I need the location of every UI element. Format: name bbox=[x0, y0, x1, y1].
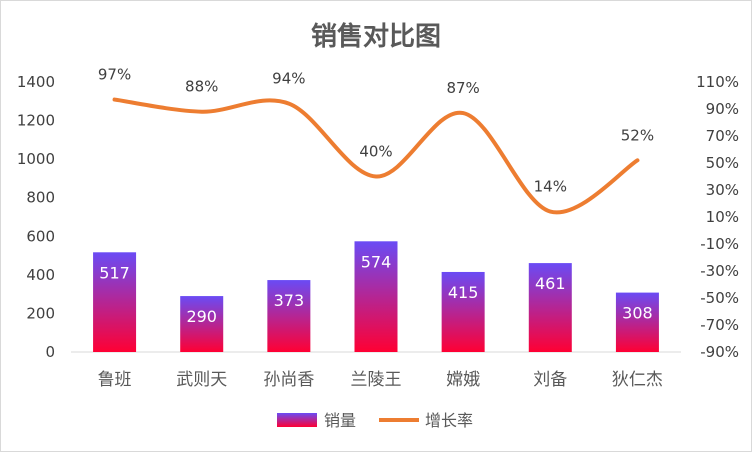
bar-data-label: 373 bbox=[274, 291, 305, 310]
right-axis-tick: 50% bbox=[706, 154, 739, 172]
bar-data-label: 574 bbox=[361, 252, 392, 271]
left-axis-tick: 400 bbox=[26, 266, 55, 284]
growth-data-label: 88% bbox=[185, 78, 218, 96]
growth-data-label: 94% bbox=[272, 70, 305, 88]
bar-data-label: 308 bbox=[622, 304, 653, 323]
chart-title: 销售对比图 bbox=[311, 21, 441, 52]
right-axis-tick: -90% bbox=[700, 343, 739, 361]
bar bbox=[441, 271, 485, 352]
bar bbox=[528, 263, 572, 352]
bar bbox=[354, 241, 398, 352]
bar-data-labels: 517 290 373 574 415 461 308 bbox=[99, 252, 652, 326]
bar-data-label: 517 bbox=[99, 263, 130, 282]
bar-data-label: 290 bbox=[186, 307, 217, 326]
left-axis-tick: 200 bbox=[26, 304, 55, 322]
category-axis-labels: 鲁班 武则天 孙尚香 兰陵王 嫦娥 刘备 狄仁杰 bbox=[98, 370, 663, 390]
bar-data-label: 415 bbox=[448, 283, 479, 302]
bar-data-label: 461 bbox=[535, 274, 566, 293]
growth-data-label: 97% bbox=[98, 66, 131, 84]
legend-label-growth: 增长率 bbox=[425, 411, 473, 430]
bar bbox=[93, 252, 137, 352]
category-label: 嫦娥 bbox=[446, 370, 480, 390]
left-axis-tick: 600 bbox=[26, 227, 55, 245]
right-axis-tick: 110% bbox=[696, 73, 739, 91]
category-label: 狄仁杰 bbox=[612, 370, 663, 390]
left-axis-tick: 1000 bbox=[17, 150, 55, 168]
right-axis-tick: -10% bbox=[700, 235, 739, 253]
right-axis-tick: 30% bbox=[706, 181, 739, 199]
right-axis-tick: 90% bbox=[706, 100, 739, 118]
legend: 销量 增长率 bbox=[277, 411, 473, 430]
left-axis-tick: 800 bbox=[26, 189, 55, 207]
bar bbox=[615, 292, 659, 352]
category-label: 鲁班 bbox=[98, 370, 132, 390]
left-axis-tick: 1400 bbox=[17, 73, 55, 91]
left-axis-tick: 0 bbox=[45, 343, 55, 361]
category-label: 刘备 bbox=[533, 370, 567, 390]
left-axis: 0 200 400 600 800 1000 1200 1400 bbox=[17, 73, 55, 361]
left-axis-tick: 1200 bbox=[17, 112, 55, 130]
right-axis: -90% -70% -50% -30% -10% 10% 30% 50% 70% 90% 110% bbox=[696, 73, 739, 361]
growth-data-label: 87% bbox=[446, 79, 479, 97]
bar-series bbox=[93, 241, 659, 352]
legend-swatch-sales bbox=[277, 413, 317, 427]
growth-rate-line bbox=[112, 97, 640, 215]
right-axis-tick: -70% bbox=[700, 316, 739, 334]
right-axis-tick: -30% bbox=[700, 262, 739, 280]
category-label: 武则天 bbox=[176, 370, 227, 390]
bar bbox=[267, 280, 311, 352]
growth-data-label: 14% bbox=[534, 178, 567, 196]
legend-label-sales: 销量 bbox=[324, 411, 356, 430]
category-label: 兰陵王 bbox=[351, 370, 402, 390]
growth-data-labels: 97% 88% 94% 40% 87% 14% 52% bbox=[98, 66, 654, 196]
right-axis-tick: 70% bbox=[706, 127, 739, 145]
bar bbox=[180, 296, 224, 352]
right-axis-tick: 10% bbox=[706, 208, 739, 226]
growth-data-label: 52% bbox=[621, 126, 654, 144]
growth-data-label: 40% bbox=[359, 143, 392, 161]
category-label: 孙尚香 bbox=[263, 370, 314, 390]
right-axis-tick: -50% bbox=[700, 289, 739, 307]
